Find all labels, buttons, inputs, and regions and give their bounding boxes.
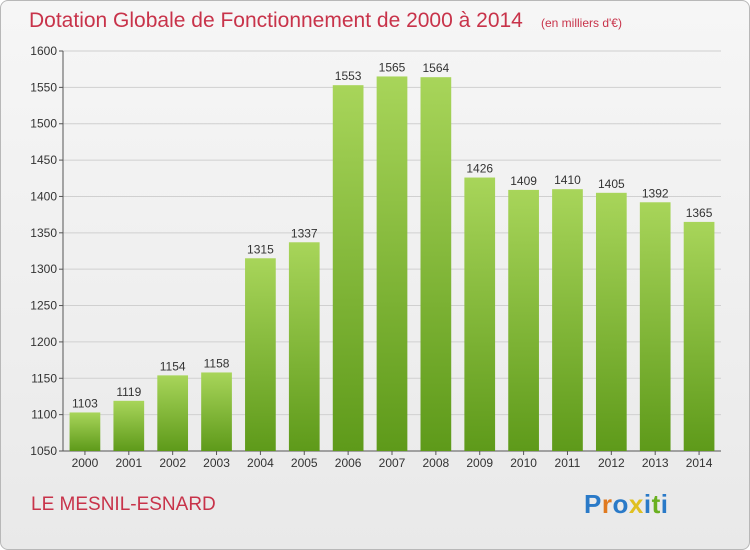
- bar-value-label: 1564: [423, 61, 450, 75]
- bar-2011: [552, 189, 583, 451]
- x-tick-label: 2004: [247, 456, 274, 470]
- chart-unit: (en milliers d'€): [541, 16, 622, 30]
- y-tick-label: 1250: [30, 299, 57, 313]
- logo-letter: P: [584, 489, 602, 519]
- bar-value-label: 1565: [379, 60, 406, 74]
- x-tick-label: 2014: [686, 456, 713, 470]
- bar-value-label: 1365: [686, 206, 713, 220]
- logo-letter: o: [612, 489, 629, 519]
- y-tick-label: 1500: [30, 117, 57, 131]
- x-tick-label: 2003: [203, 456, 230, 470]
- bar-2013: [639, 202, 671, 451]
- bar-value-label: 1315: [247, 242, 274, 256]
- y-tick-label: 1300: [30, 262, 57, 276]
- bar-value-label: 1426: [466, 162, 493, 176]
- y-tick-label: 1200: [30, 335, 57, 349]
- y-tick-label: 1050: [30, 444, 57, 458]
- bar-value-label: 1392: [642, 186, 669, 200]
- logo-letter: t: [651, 489, 661, 519]
- x-tick-label: 2011: [555, 456, 581, 470]
- logo-letter: x: [628, 489, 644, 519]
- x-tick-label: 2006: [335, 456, 362, 470]
- commune-name: LE MESNIL-ESNARD: [31, 494, 216, 515]
- x-tick-label: 2010: [510, 456, 537, 470]
- bar-2000: [69, 412, 101, 451]
- bar-2010: [508, 189, 539, 451]
- bar-value-label: 1337: [291, 226, 318, 240]
- bar-2003: [201, 372, 232, 451]
- y-tick-label: 1100: [31, 408, 57, 422]
- bar-2001: [113, 400, 145, 451]
- x-tick-labels: 2000 2001 2002 2003 2004 2005 2006 2007 2008 2009…: [72, 451, 713, 470]
- bar-2002: [157, 375, 189, 451]
- y-tick-label: 1350: [30, 226, 57, 240]
- bar-value-label: 1405: [598, 177, 625, 191]
- bar-value-label: 1410: [554, 173, 581, 187]
- bar-2008: [420, 77, 452, 451]
- bar-2009: [464, 177, 496, 451]
- proxiti-logo: Proxiti: [584, 489, 668, 520]
- x-tick-label: 2013: [642, 456, 669, 470]
- logo-letter: i: [643, 489, 652, 519]
- bar-2007: [376, 76, 408, 452]
- bar-value-label: 1103: [72, 396, 98, 410]
- x-tick-label: 2005: [291, 456, 318, 470]
- x-tick-label: 2012: [598, 456, 625, 470]
- y-tick-label: 1550: [30, 80, 57, 94]
- bar-2014: [683, 221, 715, 451]
- y-tick-labels: 1050 1100 1150 1200 1250 1300 1350 1400 1450 1500…: [30, 44, 57, 458]
- bar-value-label: 1154: [160, 359, 186, 373]
- bar-2006: [332, 85, 364, 451]
- x-tick-label: 2000: [72, 456, 99, 470]
- x-tick-label: 2008: [423, 456, 450, 470]
- bar-value-label: 1158: [204, 356, 230, 370]
- bar-2012: [595, 192, 627, 451]
- chart-title: Dotation Globale de Fonctionnement de 20…: [29, 9, 523, 32]
- y-tick-label: 1150: [31, 371, 57, 385]
- bar-labels: 1103 1119 1154 1158 1315 1337 1553 1565 1564 1426…: [72, 60, 713, 410]
- bar-value-label: 1409: [510, 174, 537, 188]
- x-tick-label: 2002: [159, 456, 186, 470]
- x-tick-label: 2007: [379, 456, 406, 470]
- bar-2004: [245, 258, 276, 451]
- y-tick-label: 1600: [30, 44, 57, 58]
- y-tick-label: 1450: [30, 153, 57, 167]
- logo-letter: i: [660, 489, 669, 519]
- bar-value-label: 1553: [335, 69, 362, 83]
- y-tick-label: 1400: [30, 189, 57, 203]
- bar-value-label: 1119: [116, 385, 141, 399]
- x-tick-label: 2009: [466, 456, 493, 470]
- bars: [69, 76, 715, 452]
- x-tick-label: 2001: [115, 456, 142, 470]
- bar-2005: [288, 242, 320, 451]
- logo-letter: r: [601, 489, 613, 519]
